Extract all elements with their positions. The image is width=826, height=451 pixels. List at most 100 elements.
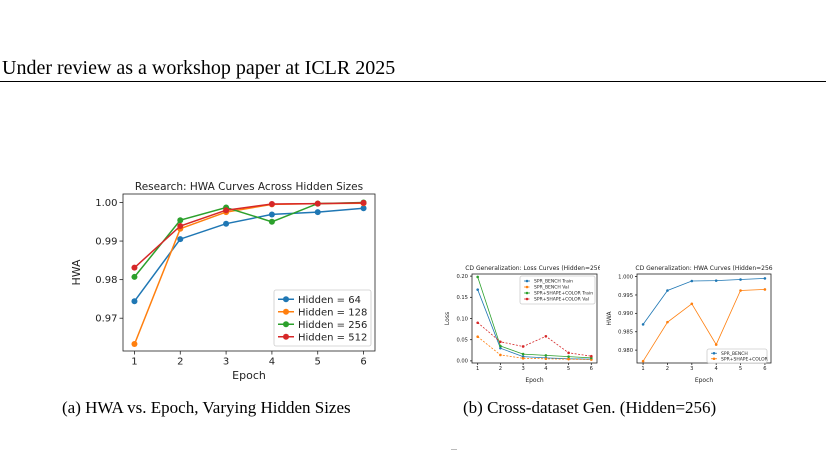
- legend-label: SPR_BENCH: [721, 351, 748, 357]
- legend-label: SPR_BENCH Train: [534, 279, 573, 285]
- data-point: [544, 357, 548, 361]
- chart-cd-hwa-curves: CD Generalization: HWA Curves (Hidden=25…: [606, 265, 773, 384]
- data-point: [739, 278, 742, 281]
- legend-label: Hidden = 128: [298, 307, 367, 318]
- data-point: [641, 323, 645, 326]
- x-axis-label: Epoch: [232, 369, 266, 382]
- data-point: [739, 289, 742, 292]
- y-tick-label: 0.995: [618, 293, 633, 299]
- x-tick-label: 2: [177, 357, 183, 368]
- legend-swatch-marker: [525, 291, 529, 295]
- data-point: [567, 351, 570, 355]
- y-tick-label: 0.980: [618, 348, 633, 354]
- chart-title: CD Generalization: HWA Curves (Hidden=25…: [635, 265, 772, 272]
- legend-label: Hidden = 256: [298, 320, 367, 331]
- y-tick-label: 0.15: [456, 295, 468, 301]
- data-point: [476, 335, 479, 339]
- x-axis-label: Epoch: [695, 377, 714, 384]
- x-tick-label: 6: [360, 357, 366, 368]
- y-tick-label: 0.990: [618, 311, 633, 317]
- data-point: [690, 279, 694, 283]
- y-tick-label: 0.00: [456, 359, 468, 365]
- y-tick-label: 0.10: [456, 316, 468, 322]
- data-point: [360, 205, 367, 212]
- x-tick-label: 5: [739, 366, 742, 372]
- legend-swatch-marker: [712, 351, 716, 355]
- data-point: [499, 346, 502, 350]
- series-line-3: [477, 322, 592, 357]
- chart-title: Research: HWA Curves Across Hidden Sizes: [135, 181, 363, 193]
- data-point: [476, 321, 479, 325]
- y-axis-label: HWA: [606, 311, 613, 326]
- x-tick-label: 5: [315, 357, 321, 368]
- x-tick-label: 4: [269, 357, 275, 368]
- chart-legend: [706, 348, 768, 364]
- x-tick-label: 2: [666, 366, 669, 372]
- data-point: [567, 357, 570, 361]
- x-tick-label: 6: [763, 366, 766, 372]
- data-point: [641, 359, 645, 363]
- x-tick-label: 1: [641, 366, 644, 372]
- chart-title: CD Generalization: Loss Curves (Hidden=2…: [465, 265, 600, 272]
- data-point: [223, 207, 230, 214]
- data-point: [131, 298, 138, 305]
- data-point: [177, 217, 184, 224]
- legend-swatch-marker: [525, 297, 529, 301]
- x-tick-label: 5: [567, 366, 570, 372]
- data-point: [314, 209, 321, 216]
- legend-swatch-marker: [525, 285, 529, 289]
- y-tick-label: 0.985: [618, 330, 633, 336]
- legend-label: Hidden = 64: [298, 295, 361, 306]
- plot-frame: [636, 273, 772, 364]
- y-axis-label: Loss: [444, 312, 451, 325]
- data-point: [476, 288, 479, 291]
- caption-b: (b) Cross-dataset Gen. (Hidden=256): [463, 398, 717, 417]
- series-line-2: [477, 276, 592, 359]
- x-tick-label: 3: [223, 357, 229, 368]
- data-point: [544, 335, 548, 338]
- data-point: [714, 343, 718, 346]
- legend-swatch-marker: [283, 308, 289, 315]
- chart-legend: [519, 275, 596, 305]
- data-point: [763, 288, 767, 291]
- data-point: [268, 211, 275, 218]
- x-tick-label: 6: [590, 366, 593, 372]
- legend-label: SPR_BENCH Val: [534, 285, 569, 291]
- y-axis-label: HWA: [70, 259, 83, 286]
- data-point: [314, 200, 321, 207]
- data-point: [714, 279, 718, 282]
- data-point: [131, 264, 138, 271]
- data-point: [268, 218, 275, 225]
- caption-a: (a) HWA vs. Epoch, Varying Hidden Sizes: [62, 398, 351, 417]
- data-point: [521, 345, 525, 348]
- data-point: [521, 357, 525, 360]
- x-tick-label: 4: [544, 366, 548, 372]
- data-point: [499, 340, 502, 344]
- legend-label: SPR+SHAPE+COLOR Train: [534, 291, 593, 297]
- legend-label: SPR+SHAPE+COLOR: [721, 356, 768, 362]
- legend-label: SPR+SHAPE+COLOR Val: [534, 297, 589, 303]
- legend-label: Hidden = 512: [298, 332, 367, 343]
- series-line-1: [477, 336, 592, 360]
- data-point: [499, 344, 502, 348]
- legend-swatch-marker: [283, 321, 289, 328]
- x-tick-label: 2: [499, 366, 502, 372]
- data-point: [223, 220, 230, 227]
- x-tick-label: 1: [476, 366, 479, 372]
- x-axis-label: Epoch: [525, 377, 544, 384]
- data-point: [763, 277, 767, 280]
- chart-cd-loss-curves: CD Generalization: Loss Curves (Hidden=2…: [444, 265, 600, 384]
- legend-swatch-marker: [712, 357, 716, 361]
- data-point: [544, 354, 548, 357]
- x-tick-label: 1: [131, 357, 137, 368]
- data-point: [131, 341, 138, 348]
- y-tick-label: 0.05: [456, 338, 468, 344]
- y-tick-label: 0.98: [95, 275, 117, 286]
- series-line-1: [642, 289, 765, 362]
- legend-swatch-marker: [283, 296, 289, 303]
- x-tick-label: 3: [521, 366, 524, 372]
- data-point: [177, 223, 184, 230]
- data-point: [590, 354, 593, 358]
- y-tick-label: 0.20: [456, 274, 468, 280]
- data-point: [177, 236, 184, 243]
